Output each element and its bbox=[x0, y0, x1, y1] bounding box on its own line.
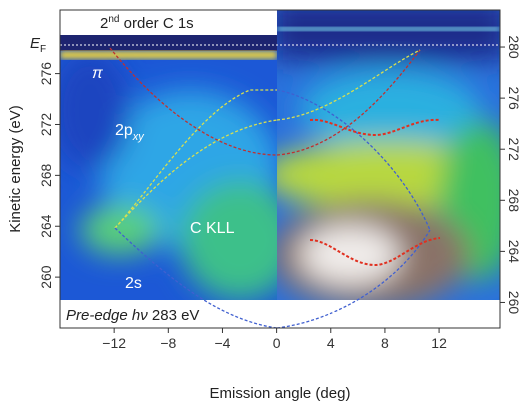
pi-band bbox=[60, 51, 277, 59]
spectrum-intensity bbox=[277, 10, 500, 300]
y-tick-label: 260 bbox=[38, 265, 54, 289]
y2-tick-label: 280 bbox=[506, 35, 522, 59]
panel-tail: 285 eV bbox=[441, 307, 493, 324]
y2-tick-label: 276 bbox=[506, 86, 522, 110]
ef-band bbox=[60, 35, 277, 51]
y2-tick-label: 260 bbox=[506, 291, 522, 315]
p2xy-sub: xy bbox=[132, 131, 146, 143]
y2-tick-label: 268 bbox=[506, 189, 522, 213]
overlay-curve bbox=[114, 227, 278, 329]
intensity-blob bbox=[300, 225, 400, 285]
band-overlays bbox=[109, 47, 441, 329]
x-tick-label: −12 bbox=[102, 335, 126, 351]
x-tick-label: −8 bbox=[160, 335, 176, 351]
pi-label: π bbox=[92, 65, 103, 82]
c1s-band bbox=[277, 27, 500, 31]
intensity-blob bbox=[300, 70, 480, 150]
y-axis-label: Kinetic energy (eV) bbox=[7, 105, 24, 233]
c1s-sup: nd bbox=[108, 14, 119, 25]
x-tick-label: −4 bbox=[214, 335, 230, 351]
panel-label: π* resonance hν 285 eV bbox=[331, 307, 493, 324]
y-tick-label: 276 bbox=[38, 62, 54, 86]
panel-tail: 283 eV bbox=[148, 307, 200, 324]
y-tick-label: 268 bbox=[38, 163, 54, 187]
y2-tick-label: 264 bbox=[506, 240, 522, 264]
x-tick-label: 0 bbox=[273, 335, 281, 351]
p2xy-base: 2p bbox=[115, 122, 133, 139]
x-tick-label: 12 bbox=[431, 335, 447, 351]
intensity-blob bbox=[180, 180, 277, 300]
intensity-blob bbox=[60, 50, 130, 170]
overlay-curve bbox=[276, 89, 431, 231]
overlay-curve bbox=[309, 237, 441, 267]
overlay-curve bbox=[276, 49, 421, 121]
y2-tick-label: 272 bbox=[506, 138, 522, 162]
intensity-blob bbox=[277, 10, 500, 60]
x-tick-label: 4 bbox=[327, 335, 335, 351]
x-axis-label: Emission angle (deg) bbox=[210, 385, 351, 402]
overlay-curve bbox=[309, 118, 441, 137]
ckll-label: C KLL bbox=[190, 220, 235, 237]
p2xy-label: 2pxy bbox=[115, 122, 145, 143]
overlay-curve bbox=[276, 229, 431, 329]
bottom-strip bbox=[60, 300, 500, 328]
c1s-tail: order C 1s bbox=[119, 15, 193, 32]
overlay-curve bbox=[276, 49, 421, 156]
y-tick-label: 264 bbox=[38, 214, 54, 238]
panel-label: Pre-edge hν 283 eV bbox=[66, 307, 199, 324]
right-spectrum bbox=[277, 10, 500, 300]
overlay-curve bbox=[109, 47, 278, 156]
s2-label: 2s bbox=[125, 275, 142, 292]
intensity-blob bbox=[80, 205, 160, 255]
panel-italic: π* resonance hν bbox=[331, 307, 442, 324]
spectrum-intensity bbox=[60, 50, 277, 300]
c1s-base: 2 bbox=[100, 15, 108, 32]
top-strip bbox=[60, 10, 277, 35]
left-spectrum bbox=[60, 35, 277, 300]
c1s-label: 2nd order C 1s bbox=[100, 14, 194, 32]
ef-label: EF bbox=[30, 35, 46, 55]
ef-base: E bbox=[30, 35, 41, 52]
overlay-curve bbox=[114, 89, 277, 229]
ef-sub: F bbox=[40, 44, 46, 55]
plot-frame bbox=[59, 9, 501, 329]
x-tick-label: 8 bbox=[381, 335, 389, 351]
y-tick-label: 272 bbox=[38, 113, 54, 137]
panel-italic: Pre-edge hν bbox=[66, 307, 148, 324]
